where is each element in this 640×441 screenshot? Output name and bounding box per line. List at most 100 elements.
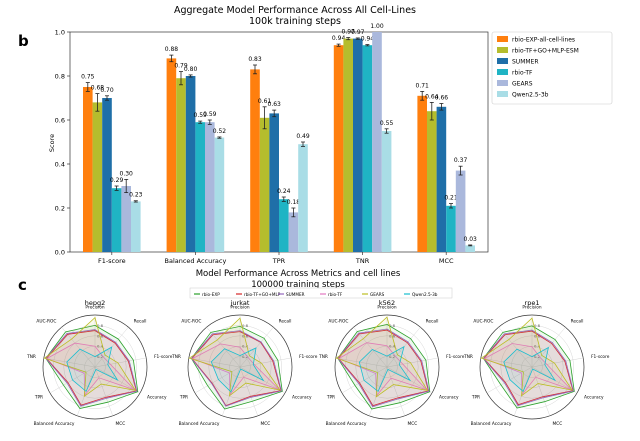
radar-cell-line-title: jurkat: [230, 299, 250, 307]
x-tick-label: MCC: [439, 257, 454, 265]
bar: [195, 122, 205, 252]
radar-series-polygon: [43, 316, 137, 398]
y-tick-label: 0.0: [55, 249, 65, 257]
radar-axis-label: Balanced Accuracy: [471, 421, 512, 427]
radar-tick-label: 0.4: [97, 344, 104, 349]
radar-axis-label: F1-score: [591, 354, 610, 360]
bar-value-label: 0.88: [165, 46, 179, 53]
bar: [176, 78, 186, 252]
bar-legend: [491, 31, 613, 105]
legend-swatch: [497, 91, 508, 97]
bar-value-label: 0.52: [213, 128, 227, 135]
bar: [214, 137, 225, 252]
bar: [269, 113, 279, 253]
radar-axis-label: TNR: [463, 354, 473, 360]
bar-value-label: 0.71: [416, 82, 430, 89]
radar-spoke: [480, 357, 533, 368]
bar-value-label: 0.63: [268, 101, 282, 108]
bar: [381, 131, 392, 252]
bar-value-label: 0.37: [454, 157, 468, 164]
radar-axis-label: Precision: [522, 305, 541, 311]
bar-value-label: 0.83: [248, 56, 262, 63]
radar-axis-label: AUC-ROC: [328, 319, 348, 325]
bar: [298, 144, 308, 252]
radar-spoke: [239, 366, 258, 416]
radar-axis-label: Accuracy: [584, 395, 604, 401]
radar-tick-label: 0.4: [534, 344, 541, 349]
radar-axis-label: AUC-ROC: [36, 319, 56, 325]
radar-axis-label: Precision: [377, 305, 396, 311]
radar-legend-label: rbio-TF+GO+MLP: [244, 292, 281, 297]
radar-series-polygon: [190, 330, 282, 407]
radar-axis-label: AUC-ROC: [181, 319, 201, 325]
bar: [102, 98, 112, 252]
radar-spoke: [341, 366, 388, 394]
radar-axis-label: MCC: [408, 421, 418, 427]
radar-axis-label: F1-score: [446, 354, 465, 360]
legend-label: rbio-TF+GO+MLP-ESM: [512, 48, 579, 55]
radar-spoke: [194, 366, 241, 394]
bar-value-label: 0.64: [425, 93, 439, 100]
radar-axis-label: Precision: [85, 305, 104, 311]
bar: [92, 102, 103, 253]
bar-chart-title: Aggregate Model Performance Across All C…: [174, 5, 416, 16]
radar-tick-label: 0.2: [97, 354, 104, 359]
radar-axis-label: TNR: [171, 354, 181, 360]
radar-axis-label: TPR: [326, 395, 335, 401]
legend-swatch: [497, 69, 508, 75]
radar-series-polygon: [358, 345, 412, 393]
bar-value-label: 0.21: [444, 195, 458, 202]
radar-series-polygon: [480, 317, 573, 397]
bar-value-label: 0.68: [91, 85, 105, 92]
radar-tick-label: 0.8: [389, 323, 396, 328]
y-tick-label: 0.8: [55, 73, 65, 81]
radar-series-polygon: [503, 346, 557, 393]
bar: [427, 111, 437, 252]
bar-value-label: 1.00: [370, 23, 384, 30]
x-tick-label: F1-score: [98, 257, 126, 265]
x-tick-label: TPR: [272, 257, 286, 265]
radar-legend-label: rbio-TF: [328, 292, 343, 297]
radar-axis-label: Accuracy: [147, 395, 167, 401]
bar-value-label: 0.29: [110, 177, 124, 184]
x-tick-label: TNR: [355, 257, 370, 265]
panel-c-label: c: [18, 276, 27, 294]
bar-value-label: 0.59: [203, 111, 217, 118]
y-tick-label: 0.6: [55, 117, 65, 125]
radar-spoke: [486, 366, 533, 394]
bar-value-label: 0.79: [174, 63, 188, 70]
bar-chart-ylabel: Score: [48, 134, 56, 152]
radar-spoke: [94, 357, 147, 368]
bar-value-label: 0.70: [100, 87, 114, 94]
bar-value-label: 0.24: [277, 188, 291, 195]
radar-axis-label: Balanced Accuracy: [34, 421, 75, 427]
radar-series-polygon: [337, 342, 428, 397]
radar-series-polygon: [45, 342, 135, 397]
radar-spoke: [239, 357, 292, 368]
bar-value-label: 0.75: [81, 74, 95, 81]
bar-chart-subtitle: 100k training steps: [249, 16, 341, 27]
bar: [166, 58, 177, 253]
legend-label: rbio-EXP-all-cell-lines: [512, 37, 575, 44]
bar: [185, 76, 196, 252]
bar: [111, 188, 122, 252]
bar: [343, 38, 353, 252]
y-tick-label: 0.2: [55, 205, 65, 213]
radar-series-polygon: [210, 347, 265, 393]
panel-b-label: b: [18, 32, 29, 50]
radar-spoke: [239, 327, 274, 368]
legend-label: GEARS: [512, 81, 533, 88]
x-tick-label: Balanced Accuracy: [165, 257, 227, 265]
radar-chart-title: Model Performance Across Metrics and cel…: [196, 269, 401, 279]
radar-spoke: [188, 357, 241, 368]
radar-axis-label: Precision: [230, 305, 249, 311]
bar-value-label: 0.97: [342, 29, 356, 36]
y-tick-label: 0.4: [55, 161, 65, 169]
radar-axis-label: TPR: [34, 395, 43, 401]
radar-axis-label: TNR: [318, 354, 328, 360]
radar-legend-label: GEARS: [370, 292, 385, 297]
radar-axis-label: TNR: [26, 354, 36, 360]
bar: [83, 87, 93, 252]
radar-cell-line-title: hepg2: [85, 299, 106, 307]
